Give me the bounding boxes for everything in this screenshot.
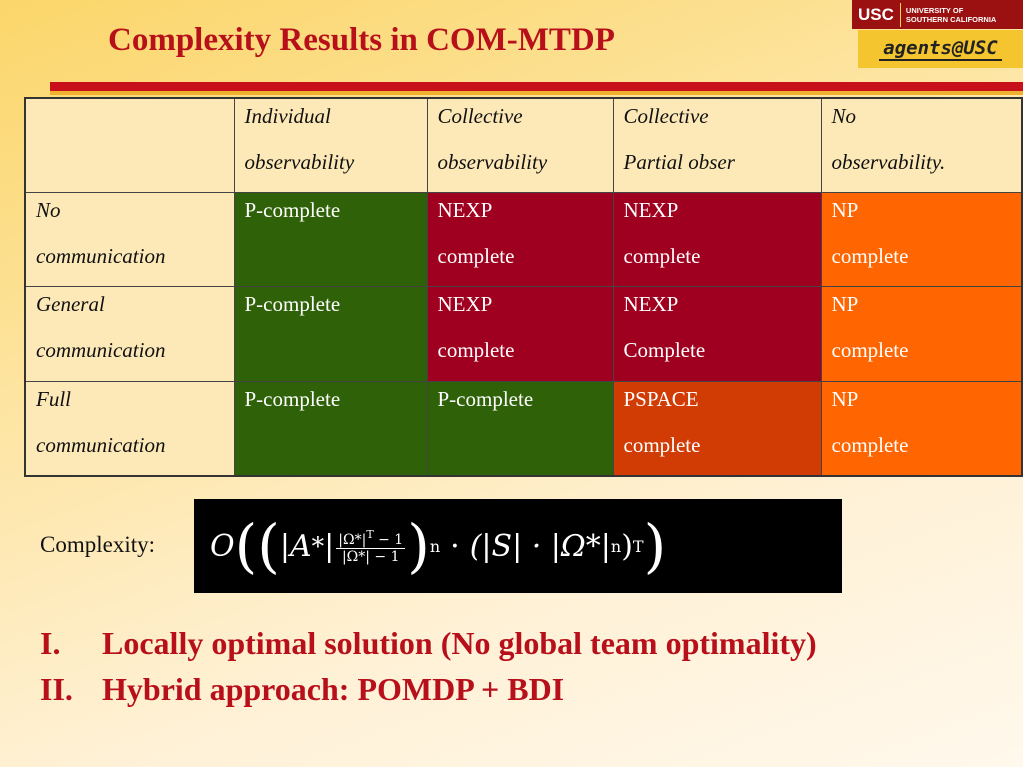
usc-mark: USC	[852, 2, 901, 27]
table-cell: NP complete	[820, 380, 1023, 477]
table-row: General communication P-complete NEXP comp…	[24, 286, 1023, 382]
title-rule-gold	[50, 91, 1023, 95]
title-rule-red	[50, 82, 1023, 91]
table-cell: PSPACE complete	[612, 380, 822, 477]
row-label: General communication	[24, 286, 235, 382]
table-cell: NEXP complete	[426, 286, 614, 382]
agents-logo: agents@USC	[858, 30, 1023, 68]
list-item: II. Hybrid approach: POMDP + BDI	[40, 671, 565, 707]
list-item: I. Locally optimal solution (No global t…	[40, 625, 817, 661]
complexity-label: Complexity:	[40, 532, 155, 557]
university-name: UNIVERSITY OF SOUTHERN CALIFORNIA	[905, 5, 997, 24]
table-cell: NP complete	[820, 192, 1023, 288]
header-cell: No observability.	[820, 97, 1023, 194]
table-row: Full communication P-complete P-complete …	[24, 380, 1023, 477]
slide-title: Complexity Results in COM-MTDP	[108, 22, 615, 58]
table-cell: P-complete	[233, 286, 428, 382]
table-cell: NEXP complete	[612, 192, 822, 288]
table-cell: P-complete	[426, 380, 614, 477]
row-label: No communication	[24, 192, 235, 288]
bullet-list: I. Locally optimal solution (No global t…	[40, 625, 817, 717]
table-cell: P-complete	[233, 380, 428, 477]
table-cell: NEXP complete	[426, 192, 614, 288]
table-cell: NEXP Complete	[612, 286, 822, 382]
table-row: No communication P-complete NEXP complete …	[24, 192, 1023, 288]
header-cell: Individual observability	[233, 97, 428, 194]
complexity-table: Individual observability Collective observ…	[24, 97, 1023, 477]
table-cell: P-complete	[233, 192, 428, 288]
exponent-fraction: |Ω*|T − 1 |Ω*| − 1	[336, 527, 406, 565]
table-cell: NP complete	[820, 286, 1023, 382]
header-cell: Collective observability	[426, 97, 614, 194]
header-cell-empty	[24, 97, 235, 194]
table-header-row: Individual observability Collective observ…	[24, 97, 1023, 194]
row-label: Full communication	[24, 380, 235, 477]
header-cell: Collective Partial obser	[612, 97, 822, 194]
usc-logo: USC UNIVERSITY OF SOUTHERN CALIFORNIA	[852, 0, 1023, 29]
complexity-formula: O (( |A * | |Ω*|T − 1 |Ω*| − 1 ) n · (|S| ·…	[194, 499, 842, 593]
